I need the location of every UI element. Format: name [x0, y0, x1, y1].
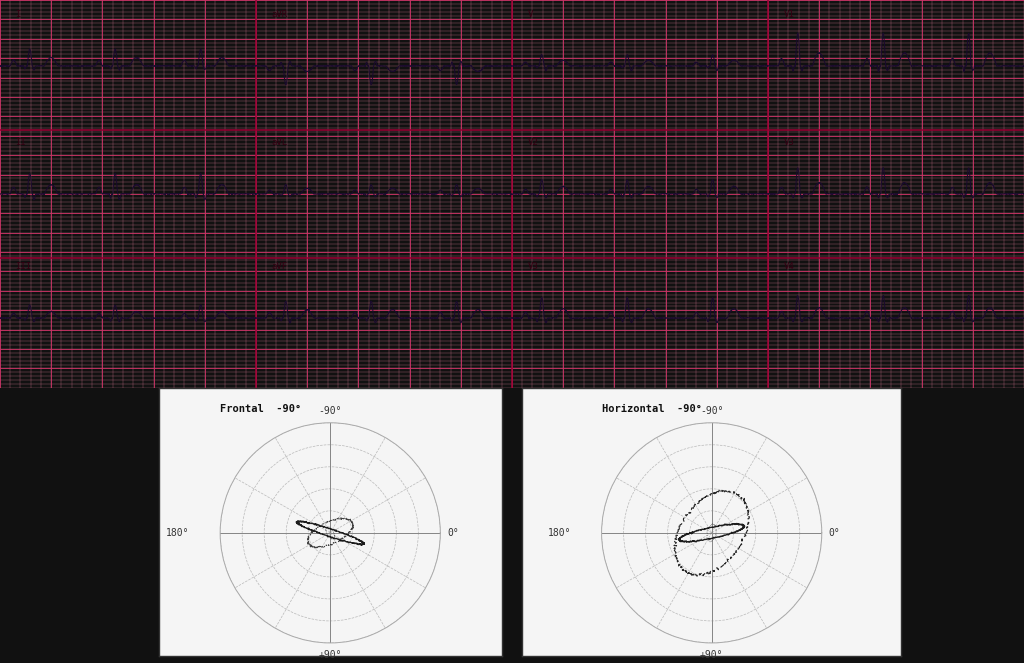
Text: 180°: 180°	[166, 528, 189, 538]
Text: 0°: 0°	[447, 528, 459, 538]
Text: Horizontal  -90°: Horizontal -90°	[601, 404, 701, 414]
Text: 180°: 180°	[548, 528, 571, 538]
Text: V1: V1	[783, 11, 794, 19]
Text: V3: V3	[783, 139, 794, 147]
Text: V3: V3	[527, 263, 538, 272]
Text: V2: V2	[527, 139, 538, 147]
Text: V4: V4	[783, 263, 794, 272]
Text: aVF: aVF	[271, 263, 288, 272]
Text: +90°: +90°	[700, 650, 723, 660]
Text: I: I	[15, 11, 20, 19]
Text: II: II	[15, 139, 26, 147]
Text: aVR: aVR	[271, 11, 288, 19]
Text: V: V	[527, 11, 532, 19]
Text: III: III	[15, 263, 32, 272]
Text: -90°: -90°	[318, 406, 342, 416]
Text: +90°: +90°	[318, 650, 342, 660]
Text: -90°: -90°	[700, 406, 723, 416]
Text: aVL: aVL	[271, 139, 288, 147]
Text: Frontal  -90°: Frontal -90°	[220, 404, 301, 414]
Text: 0°: 0°	[828, 528, 841, 538]
